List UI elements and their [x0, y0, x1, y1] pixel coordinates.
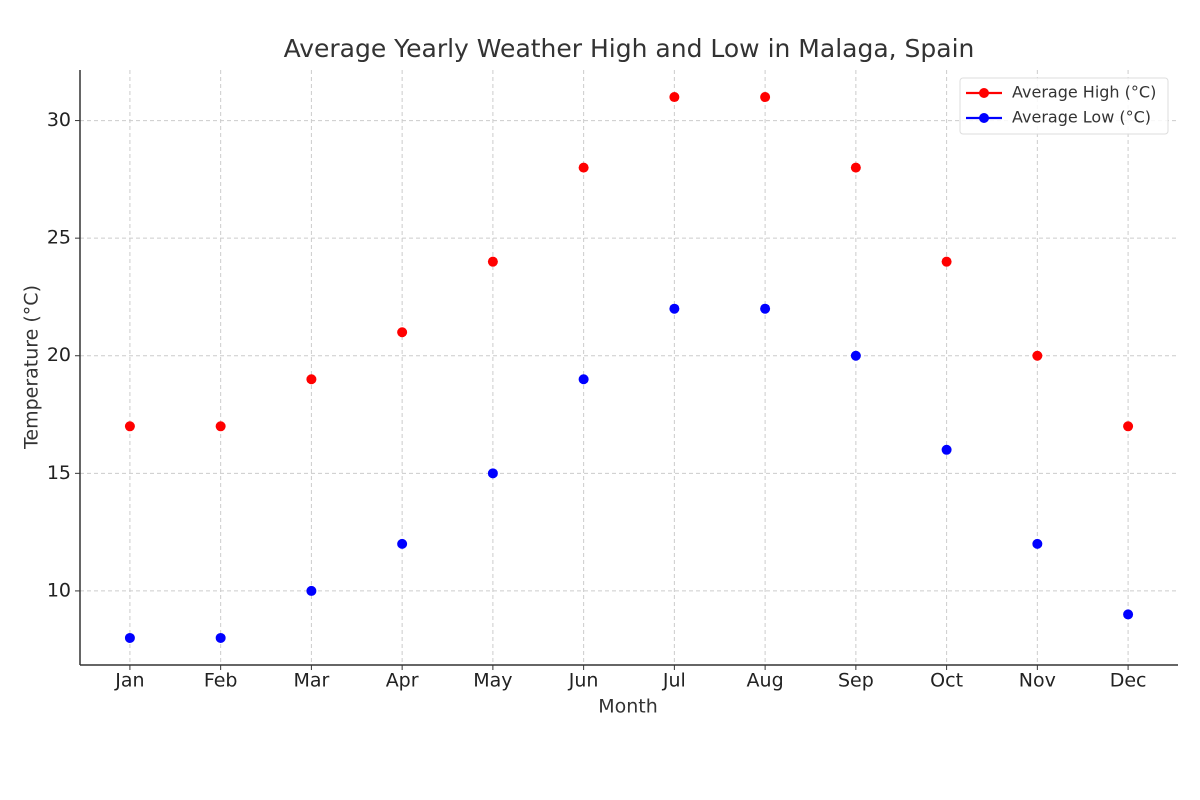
data-point: [215, 632, 226, 643]
data-point: [1123, 421, 1134, 432]
data-point: [760, 303, 771, 314]
y-tick-label: 20: [47, 344, 71, 366]
data-point: [1032, 350, 1043, 361]
data-point: [1032, 538, 1043, 549]
y-tick-label: 25: [47, 227, 71, 249]
data-point: [397, 538, 408, 549]
data-point: [1123, 609, 1134, 620]
x-tick-label: Sep: [838, 670, 874, 692]
data-point: [578, 162, 589, 173]
y-axis-label: Temperature (°C): [21, 285, 43, 450]
data-point: [850, 350, 861, 361]
y-tick-label: 10: [47, 579, 71, 601]
data-point: [850, 162, 861, 173]
x-tick-label: Jun: [568, 670, 599, 692]
legend-label: Average Low (°C): [1012, 108, 1151, 127]
x-tick-label: Nov: [1019, 670, 1056, 692]
data-point: [306, 585, 317, 596]
data-point: [487, 256, 498, 267]
chart-title: Average Yearly Weather High and Low in M…: [284, 34, 975, 63]
data-point: [760, 92, 771, 103]
x-tick-label: Dec: [1110, 670, 1147, 692]
data-point: [669, 92, 680, 103]
x-tick-label: Feb: [204, 670, 238, 692]
data-point: [487, 468, 498, 479]
data-point: [397, 327, 408, 338]
data-point: [941, 256, 952, 267]
x-tick-label: Apr: [386, 670, 419, 692]
legend-marker: [979, 88, 989, 98]
y-tick-label: 15: [47, 462, 71, 484]
legend-box: [959, 77, 1169, 135]
x-tick-label: Aug: [747, 670, 784, 692]
x-tick-label: Jan: [114, 670, 144, 692]
legend-label: Average High (°C): [1012, 83, 1156, 102]
legend-marker: [979, 113, 989, 123]
x-tick-label: Oct: [930, 670, 963, 692]
x-tick-label: Mar: [293, 670, 329, 692]
data-point: [669, 303, 680, 314]
data-point: [215, 421, 226, 432]
data-point: [306, 374, 317, 385]
x-axis-label: Month: [598, 696, 658, 718]
data-point: [941, 444, 952, 455]
y-tick-label: 30: [47, 109, 71, 131]
data-point: [124, 421, 135, 432]
x-tick-label: May: [473, 670, 512, 692]
x-tick-label: Jul: [662, 670, 686, 692]
legend: Average High (°C) Average Low (°C): [959, 77, 1169, 135]
data-point: [124, 632, 135, 643]
data-point: [578, 374, 589, 385]
